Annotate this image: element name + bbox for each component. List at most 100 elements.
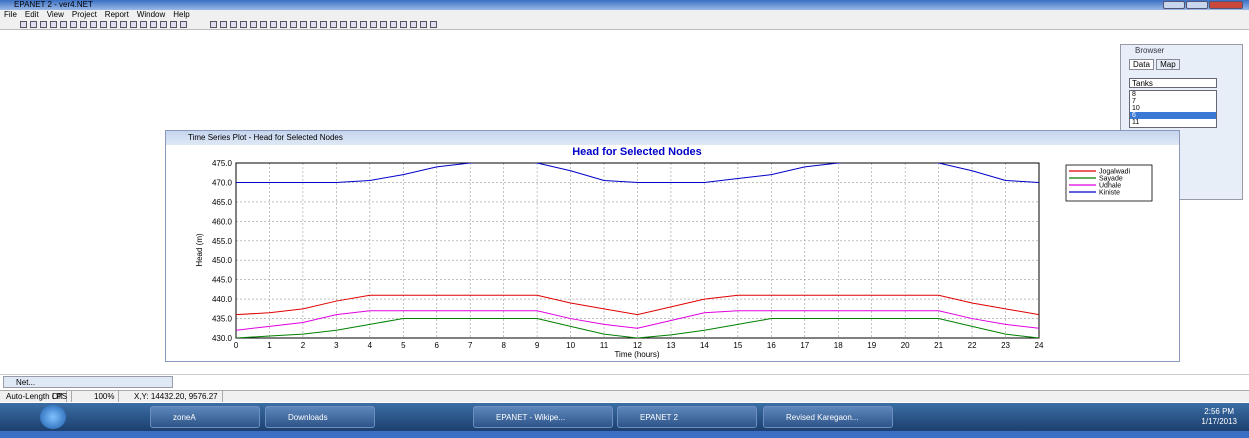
task-button[interactable]: Revised Karegaon... bbox=[763, 406, 893, 428]
toolbar-icon[interactable] bbox=[130, 21, 137, 28]
app-title: EPANET 2 - ver4.NET bbox=[14, 0, 93, 9]
toolbar-icon[interactable] bbox=[310, 21, 317, 28]
menu-item[interactable]: Report bbox=[104, 10, 129, 19]
x-axis-label: Time (hours) bbox=[614, 350, 659, 359]
minimize[interactable] bbox=[1163, 1, 1185, 9]
toolbar-icon[interactable] bbox=[120, 21, 127, 28]
clock-date: 1/17/2013 bbox=[1201, 417, 1237, 426]
net-window[interactable]: Net... bbox=[3, 376, 173, 388]
x-tick-label: 6 bbox=[435, 341, 440, 350]
toolbar-icon[interactable] bbox=[380, 21, 387, 28]
status-field: Auto-Length Off bbox=[2, 391, 68, 402]
x-tick-label: 1 bbox=[267, 341, 272, 350]
dropdown[interactable]: Tanks bbox=[1129, 78, 1217, 88]
chart-window-title: Time Series Plot - Head for Selected Nod… bbox=[166, 131, 1179, 145]
y-tick-label: 445.0 bbox=[212, 276, 233, 285]
list-item[interactable]: 8 bbox=[1132, 91, 1136, 98]
toolbar-icon[interactable] bbox=[150, 21, 157, 28]
task-button[interactable]: EPANET - Wikipe... bbox=[473, 406, 613, 428]
x-tick-label: 4 bbox=[368, 341, 373, 350]
toolbar-icon[interactable] bbox=[50, 21, 57, 28]
toolbar-icon[interactable] bbox=[230, 21, 237, 28]
maximize[interactable] bbox=[1186, 1, 1208, 9]
toolbar-icon[interactable] bbox=[250, 21, 257, 28]
list-item[interactable]: 11 bbox=[1132, 119, 1140, 126]
task-button[interactable]: Downloads bbox=[265, 406, 375, 428]
toolbar-icon[interactable] bbox=[270, 21, 277, 28]
toolbar-icon[interactable] bbox=[390, 21, 397, 28]
y-tick-label: 450.0 bbox=[212, 256, 233, 265]
toolbar-icon[interactable] bbox=[320, 21, 327, 28]
x-tick-label: 0 bbox=[234, 341, 239, 350]
toolbar-icon[interactable] bbox=[90, 21, 97, 28]
toolbar-icon[interactable] bbox=[220, 21, 227, 28]
toolbar-icon[interactable] bbox=[260, 21, 267, 28]
series-line bbox=[236, 310, 1039, 331]
x-tick-label: 17 bbox=[800, 341, 809, 350]
x-tick-label: 19 bbox=[867, 341, 876, 350]
toolbar-icon[interactable] bbox=[40, 21, 47, 28]
toolbar-icon[interactable] bbox=[370, 21, 377, 28]
close[interactable] bbox=[1209, 1, 1243, 9]
toolbar-icon[interactable] bbox=[210, 21, 217, 28]
toolbar-icon[interactable] bbox=[340, 21, 347, 28]
x-tick-label: 18 bbox=[834, 341, 843, 350]
menu-item[interactable]: Edit bbox=[24, 10, 39, 19]
menu-item[interactable]: View bbox=[46, 10, 64, 19]
menu-item[interactable]: Help bbox=[173, 10, 190, 19]
toolbar-icon[interactable] bbox=[280, 21, 287, 28]
start-button[interactable] bbox=[40, 405, 66, 429]
toolbar-icon[interactable] bbox=[240, 21, 247, 28]
list-item[interactable]: 7 bbox=[1132, 98, 1136, 105]
toolbar-icon[interactable] bbox=[70, 21, 77, 28]
legend-label: Kiniste bbox=[1099, 190, 1120, 197]
x-tick-label: 24 bbox=[1035, 341, 1044, 350]
toolbar-icon[interactable] bbox=[400, 21, 407, 28]
task-button[interactable]: EPANET 2 bbox=[617, 406, 757, 428]
x-tick-label: 2 bbox=[301, 341, 306, 350]
toolbar-icon[interactable] bbox=[140, 21, 147, 28]
toolbar-icon[interactable] bbox=[60, 21, 67, 28]
tab[interactable]: Data bbox=[1129, 59, 1154, 70]
toolbar-icon[interactable] bbox=[110, 21, 117, 28]
toolbar-icon[interactable] bbox=[360, 21, 367, 28]
x-tick-label: 14 bbox=[700, 341, 709, 350]
y-axis-label: Head (m) bbox=[195, 233, 204, 267]
tab[interactable]: Map bbox=[1156, 59, 1180, 70]
menu-item[interactable]: File bbox=[4, 10, 17, 19]
list-item[interactable]: 6 bbox=[1130, 112, 1216, 119]
toolbar bbox=[0, 19, 1249, 30]
toolbar-icon[interactable] bbox=[430, 21, 437, 28]
toolbar-icon[interactable] bbox=[180, 21, 187, 28]
menu-item[interactable]: Window bbox=[136, 10, 166, 19]
toolbar-icon[interactable] bbox=[300, 21, 307, 28]
chart-window: Time Series Plot - Head for Selected Nod… bbox=[165, 130, 1180, 362]
toolbar-icon[interactable] bbox=[100, 21, 107, 28]
x-tick-label: 23 bbox=[1001, 341, 1010, 350]
toolbar-icon[interactable] bbox=[170, 21, 177, 28]
toolbar-icon[interactable] bbox=[290, 21, 297, 28]
x-tick-label: 10 bbox=[566, 341, 575, 350]
y-tick-label: 470.0 bbox=[212, 178, 233, 187]
y-tick-label: 455.0 bbox=[212, 237, 233, 246]
toolbar-icon[interactable] bbox=[420, 21, 427, 28]
toolbar-icon[interactable] bbox=[80, 21, 87, 28]
y-tick-label: 430.0 bbox=[212, 334, 233, 343]
toolbar-icon[interactable] bbox=[410, 21, 417, 28]
menu-item[interactable]: Project bbox=[71, 10, 97, 19]
task-button[interactable]: zoneA bbox=[150, 406, 260, 428]
x-tick-label: 22 bbox=[968, 341, 977, 350]
x-tick-label: 5 bbox=[401, 341, 406, 350]
toolbar-icon[interactable] bbox=[20, 21, 27, 28]
toolbar-icon[interactable] bbox=[330, 21, 337, 28]
chart: Head for Selected Nodes Time (hours) Hea… bbox=[166, 145, 1179, 361]
browser-title: Browser bbox=[1135, 46, 1165, 55]
toolbar-icon[interactable] bbox=[350, 21, 357, 28]
toolbar-icon[interactable] bbox=[30, 21, 37, 28]
menu-bar: File Edit View Project Report Window Help bbox=[0, 10, 1249, 19]
clock: 2:56 PM 1/17/2013 bbox=[1201, 407, 1237, 427]
list-item[interactable]: 10 bbox=[1132, 105, 1140, 112]
series-line bbox=[236, 163, 1039, 183]
toolbar-icon[interactable] bbox=[160, 21, 167, 28]
